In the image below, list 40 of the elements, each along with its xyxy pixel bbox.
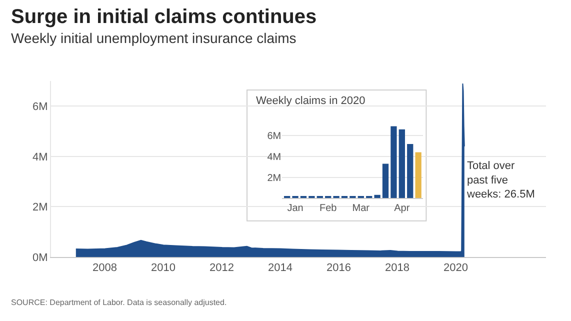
x-tick-label: 2016 <box>326 262 351 274</box>
bar <box>350 196 356 198</box>
bar <box>398 129 405 198</box>
bar <box>374 194 380 198</box>
bar <box>407 144 414 198</box>
bar <box>284 196 290 198</box>
chart-subtitle: Weekly initial unemployment insurance claims <box>11 30 296 46</box>
x-tick-label: 2020 <box>444 262 468 274</box>
y-tick-label: 6M <box>32 100 48 113</box>
bar <box>292 196 298 198</box>
bar <box>358 196 364 198</box>
bar <box>333 196 340 198</box>
bar <box>300 196 307 198</box>
x-tick-label: 2012 <box>210 262 234 274</box>
bar <box>382 164 389 198</box>
y-tick-label: 4M <box>267 152 282 163</box>
source-note: SOURCE: Department of Labor. Data is seasonally adjusted. <box>11 298 227 307</box>
y-tick-label: 2M <box>32 202 48 214</box>
bar <box>415 152 422 198</box>
x-tick-label: 2014 <box>268 262 293 274</box>
y-tick-label: 6M <box>267 131 282 142</box>
bar <box>390 126 397 198</box>
y-tick-label: 2M <box>267 172 282 184</box>
bar <box>366 196 372 198</box>
bar <box>308 196 315 198</box>
x-tick-label: 2018 <box>385 262 410 274</box>
x-tick-label: Feb <box>319 203 338 214</box>
y-tick-label: 4M <box>32 151 48 164</box>
x-tick-label: Jan <box>287 203 304 214</box>
x-tick-label: 2008 <box>92 262 117 274</box>
chart-title: Surge in initial claims continues <box>11 6 317 28</box>
y-tick-label: 0M <box>32 252 48 264</box>
x-tick-label: Apr <box>394 203 410 214</box>
bar <box>316 196 323 198</box>
x-tick-label: Mar <box>352 203 370 214</box>
bar <box>325 196 332 198</box>
bar <box>341 196 348 198</box>
chart-title: Weekly claims in 2020 <box>256 95 366 107</box>
x-tick-label: 2010 <box>151 262 176 274</box>
annotation: Total over past five weeks: 26.5M <box>466 160 535 201</box>
